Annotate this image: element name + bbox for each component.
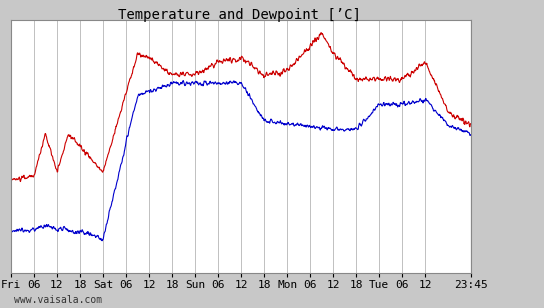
Text: www.vaisala.com: www.vaisala.com: [14, 295, 102, 305]
Text: Temperature and Dewpoint [’C]: Temperature and Dewpoint [’C]: [118, 8, 361, 22]
